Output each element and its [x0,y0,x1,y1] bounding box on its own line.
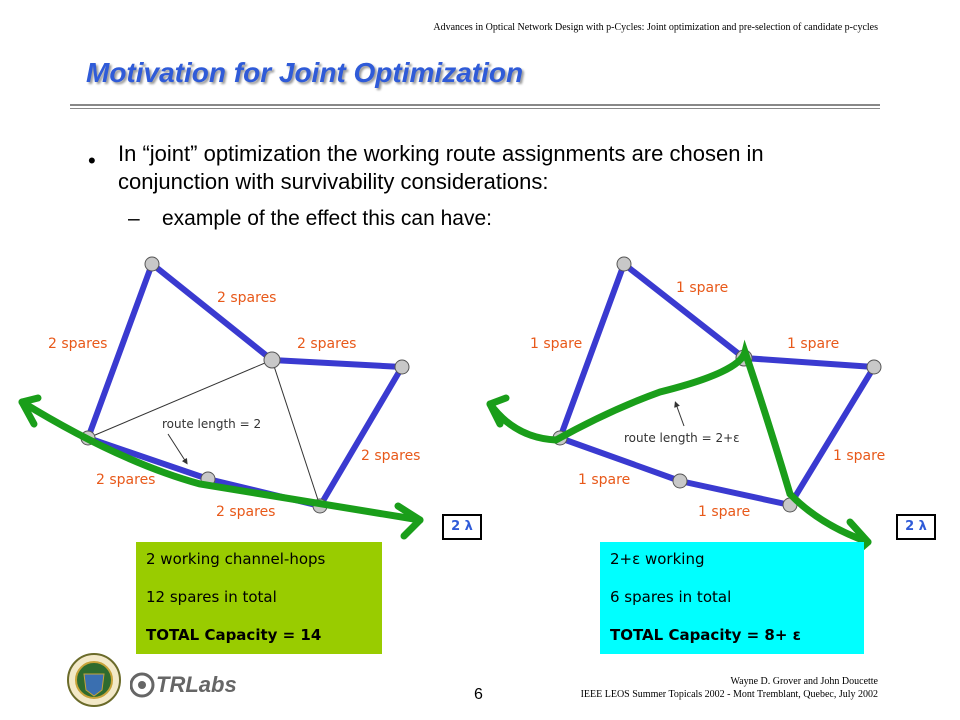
left-spare-label: 2 spares [48,336,107,352]
right-spare-label: 1 spare [578,472,630,488]
dash-icon: – [128,207,140,230]
left-summary-line: 12 spares in total [146,588,277,606]
left-summary-box: 2 working channel-hops 12 spares in tota… [136,542,382,654]
bullet-text: In “joint” optimization the working rout… [118,141,764,194]
footer-venue: IEEE LEOS Summer Topicals 2002 - Mont Tr… [580,689,878,700]
sub-bullet-text: example of the effect this can have: [162,207,492,230]
left-spare-label: 2 spares [96,472,155,488]
right-spare-label: 1 spare [787,336,839,352]
left-spare-label: 2 spares [361,448,420,464]
bullet-icon: • [88,148,96,173]
slide-title: Motivation for Joint Optimization [86,57,524,88]
left-network [18,256,424,540]
trlabs-logo-text: TRLabs [156,672,237,697]
title-divider [70,104,880,106]
right-network [486,256,882,560]
university-crest-icon [67,653,121,707]
left-spare-label: 2 spares [297,336,356,352]
trlabs-logo: TRLabs [129,670,237,700]
right-spare-label: 1 spare [676,280,728,296]
title-divider-thin [70,108,880,109]
right-spare-label: 1 spare [698,504,750,520]
right-spare-label: 1 spare [530,336,582,352]
right-route-length: route length = 2+ε [624,431,740,445]
footer-author: Wayne D. Grover and John Doucette [730,676,878,687]
right-summary-line: 2+ε working [610,550,705,568]
right-summary-line: 6 spares in total [610,588,732,606]
header-text: Advances in Optical Network Design with … [433,22,878,33]
left-summary-line: 2 working channel-hops [146,550,326,568]
left-lambda-box: 2 λ [442,514,482,540]
left-spare-label: 2 spares [216,504,275,520]
page-number: 6 [474,686,483,703]
left-spare-label: 2 spares [217,290,276,306]
right-total-capacity: TOTAL Capacity = 8+ ε [610,626,802,644]
right-lambda-box: 2 λ [896,514,936,540]
right-spare-label: 1 spare [833,448,885,464]
right-summary-box: 2+ε working 6 spares in total TOTAL Capa… [600,542,864,654]
left-total-capacity: TOTAL Capacity = 14 [146,626,322,644]
left-route-length: route length = 2 [162,417,261,431]
